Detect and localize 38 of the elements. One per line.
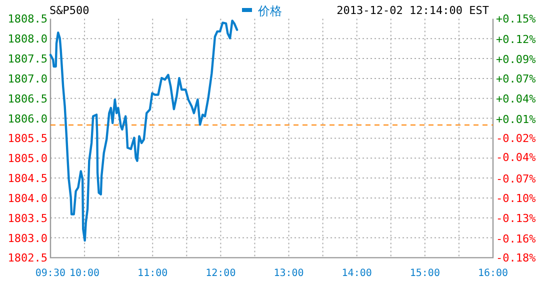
y2-tick-label: +0.01% — [496, 112, 536, 126]
y2-tick-label: -0.07% — [496, 172, 536, 186]
y2-tick-label: -0.10% — [496, 192, 536, 205]
y-tick-label: 1802.5 — [8, 252, 48, 265]
y2-tick-label: -0.02% — [496, 132, 536, 146]
y2-tick-label: -0.04% — [496, 150, 536, 164]
y-tick-label: 1806.0 — [8, 112, 48, 126]
legend: 价格 — [242, 4, 282, 18]
y-tick-label: 1804.0 — [8, 192, 48, 205]
y-tick-label: 1805.5 — [8, 132, 48, 146]
y2-tick-label: +0.04% — [496, 92, 536, 106]
x-tick-label: 10:00 — [69, 268, 100, 279]
y-tick-label: 1807.5 — [8, 52, 48, 66]
y2-tick-label: +0.07% — [496, 72, 536, 86]
chart-title: S&P500 — [50, 4, 90, 17]
x-tick-label: 12:00 — [206, 268, 236, 279]
x-tick-label: 15:00 — [410, 268, 440, 279]
y-tick-label: 1808.0 — [8, 32, 48, 46]
x-tick-label: 16:00 — [478, 268, 508, 279]
y-tick-label: 1803.5 — [8, 212, 48, 225]
y-tick-label: 1808.5 — [8, 12, 48, 26]
legend-label: 价格 — [257, 4, 282, 18]
x-tick-label: 14:00 — [342, 268, 372, 279]
y2-tick-label: +0.12% — [496, 32, 536, 46]
x-tick-label: 09:30 — [35, 268, 66, 279]
y2-tick-label: +0.09% — [496, 53, 536, 66]
y2-tick-label: -0.13% — [496, 212, 536, 226]
y2-tick-label: -0.18% — [496, 252, 536, 265]
x-tick-label: 11:00 — [138, 268, 168, 279]
x-tick-label: 13:00 — [274, 268, 304, 279]
y2-tick-label: -0.16% — [496, 232, 536, 246]
y2-tick-label: +0.15% — [496, 12, 536, 26]
y-tick-label: 1806.5 — [8, 92, 48, 106]
y-tick-label: 1805.0 — [8, 152, 48, 166]
chart-subtitle: 2013-12-02 12:14:00 EST — [336, 4, 490, 17]
y-tick-label: 1804.5 — [8, 172, 48, 186]
y-tick-label: 1803.0 — [8, 232, 48, 245]
y-tick-label: 1807.0 — [8, 72, 48, 86]
